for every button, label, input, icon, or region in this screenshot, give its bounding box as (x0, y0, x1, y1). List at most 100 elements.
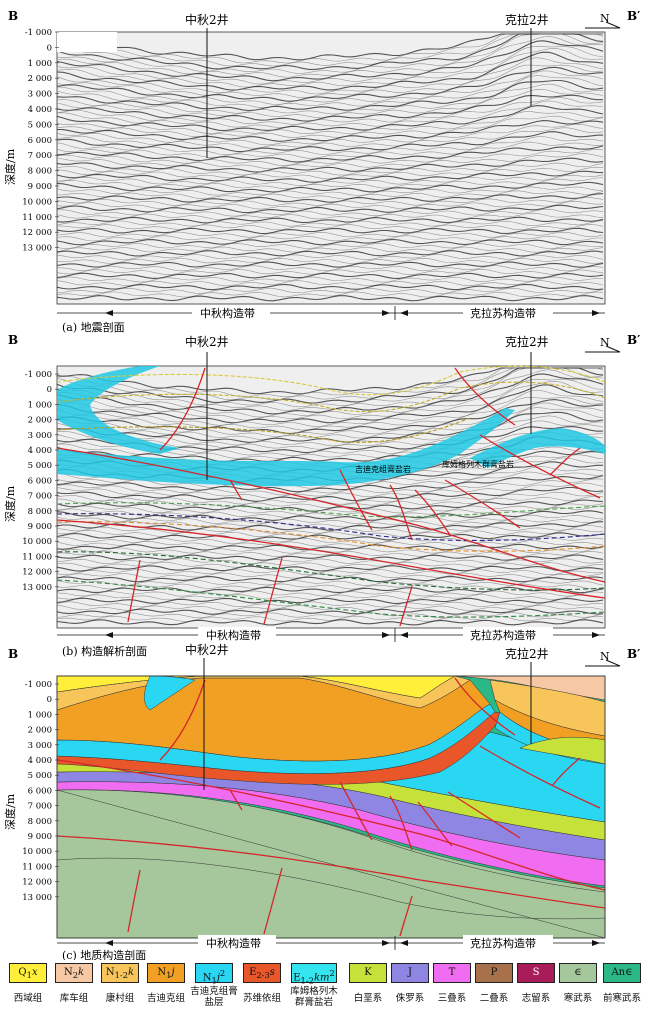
depth-tick-label: 1 000 (28, 59, 52, 69)
panel-seismic: B B′ N 中秋2井 克拉2井 -1 000 0 1 000 2 000 3 000 4… (0, 0, 650, 335)
seismic-reflector (56, 604, 604, 611)
depth-tick-label: 13 000 (22, 244, 52, 254)
seismic-reflector (56, 367, 604, 408)
depth-axis-title: 深度/m (3, 485, 17, 522)
seismic-reflector (56, 389, 604, 427)
seismic-reflector (56, 367, 604, 401)
zone-label-1: 中秋构造带 (206, 628, 261, 642)
seismic-reflector (56, 170, 604, 183)
legend-item-k: K 白垩系 (340, 963, 396, 1004)
well-label-2: 克拉2井 (505, 334, 549, 349)
salt-label-1: 吉迪克组膏盐岩 (355, 464, 411, 474)
legend-label: 前寒武系 (602, 993, 641, 1004)
seismic-reflector (56, 51, 604, 91)
seismic-reflector (56, 586, 604, 594)
seismic-reflector (56, 514, 603, 525)
seismic-reflector (56, 558, 604, 565)
seismic-reflector (56, 231, 604, 238)
seismic-reflector (56, 615, 604, 622)
seismic-reflector (56, 136, 604, 156)
seismic-reflector (56, 66, 604, 102)
depth-tick-label: 12 000 (22, 568, 52, 578)
seismic-reflector (56, 295, 604, 302)
north-label: N (600, 336, 610, 349)
seismic-reflector (56, 569, 604, 576)
legend-label: 侏罗系 (395, 993, 425, 1004)
seismic-reflector (56, 397, 604, 431)
seismic-reflector (56, 565, 604, 572)
depth-tick-label: 11 000 (22, 862, 52, 872)
seismic-reflector (56, 36, 604, 78)
seismic-reflector (56, 590, 604, 597)
interpreted-horizons (56, 365, 606, 618)
depth-tick-label: 2 000 (28, 726, 52, 736)
seismic-reflector (56, 491, 604, 505)
zone-bar: 中秋构造带 克拉苏构造带 (57, 305, 605, 321)
seismic-reflector (56, 181, 604, 193)
seismic-reflector (56, 145, 604, 163)
legend-swatch: N2k (55, 963, 93, 983)
corner-label-right: B′ (627, 333, 640, 347)
legend-swatch: E2-3s (243, 963, 281, 983)
seismic-reflector (56, 276, 604, 283)
seismic-reflector (56, 402, 604, 437)
seismic-reflector (56, 115, 604, 138)
depth-axis: -1 000 0 1 000 2 000 3 000 4 000 5 000 6 000 7 0… (22, 370, 59, 593)
depth-tick-label: 10 000 (22, 197, 52, 207)
depth-tick-label: 7 000 (28, 151, 52, 161)
legend-label: 志留系 (521, 993, 551, 1004)
depth-tick-label: 8 000 (28, 507, 52, 517)
depth-tick-label: 3 000 (28, 431, 52, 441)
legend-item-t: T 三叠系 (424, 963, 480, 1004)
depth-tick-label: 4 000 (28, 756, 52, 766)
legend-label: 白垩系 (353, 993, 383, 1004)
seismic-reflector (56, 576, 604, 583)
depth-tick-label: 12 000 (22, 228, 52, 238)
depth-tick-label: 10 000 (22, 847, 52, 857)
legend-item-s: S 志留系 (508, 963, 564, 1004)
depth-tick-label: 6 000 (28, 786, 52, 796)
well-label-1: 中秋2井 (185, 642, 229, 657)
depth-tick-label: 11 000 (22, 552, 52, 562)
depth-tick-label: 9 000 (28, 832, 52, 842)
depth-tick-label: 2 000 (28, 74, 52, 84)
panel-geology: B B′ N 中秋2井 克拉2井 (0, 640, 650, 962)
seismic-reflector (56, 197, 604, 206)
seismic-reflector (56, 100, 604, 128)
depth-tick-label: 3 000 (28, 90, 52, 100)
legend-swatch: N1j2 (195, 963, 233, 985)
legend-swatch: An∈ (603, 963, 641, 983)
seismic-reflector (56, 532, 604, 541)
depth-tick-label: 9 000 (28, 522, 52, 532)
corner-label-left: B (8, 647, 18, 661)
seismic-reflector (56, 384, 604, 424)
seismic-reflector (56, 594, 604, 601)
seismic-reflector (56, 46, 604, 85)
seismic-reflector (56, 561, 604, 568)
seismic-reflector (56, 238, 604, 246)
salt-body-kumugeliemu (57, 366, 180, 454)
seismic-reflector (56, 40, 604, 82)
depth-tick-label: 1 000 (28, 710, 52, 720)
depth-tick-label: 7 000 (28, 492, 52, 502)
depth-tick-label: 5 000 (28, 461, 52, 471)
seismic-reflector (56, 246, 604, 253)
seismic-reflector (56, 510, 604, 521)
seismic-reflector (56, 33, 604, 74)
seismic-reflector (56, 619, 604, 626)
seismic-reflector (56, 287, 604, 294)
legend-label: 库姆格列木群膏盐岩 (290, 986, 338, 1008)
legend-item-n12k: N1-2k 康村组 (92, 963, 148, 1004)
seismic-reflector (56, 608, 604, 615)
legend-label: 康村组 (105, 993, 135, 1004)
legend-item-e12km2: E1-2km2 库姆格列木群膏盐岩 (286, 963, 342, 1008)
salt-body-jidike (57, 408, 515, 487)
seismic-reflector (56, 186, 603, 196)
north-arrow-icon (585, 21, 621, 29)
corner-label-right: B′ (627, 9, 640, 23)
seismic-reflector (56, 379, 604, 418)
north-arrow-icon (585, 345, 621, 353)
seismic-reflector (56, 407, 604, 440)
depth-tick-label: 5 000 (28, 771, 52, 781)
depth-tick-label: 10 000 (22, 537, 52, 547)
